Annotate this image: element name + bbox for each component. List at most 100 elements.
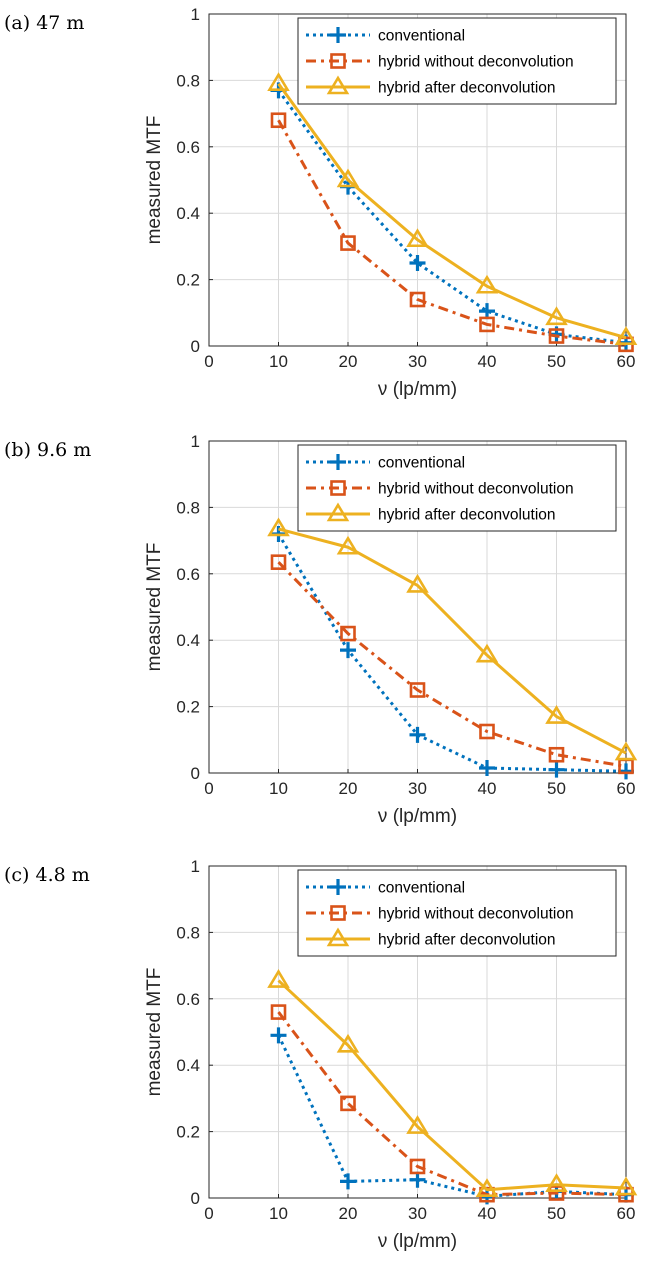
legend: conventional hybrid without deconvolution…	[297, 444, 617, 532]
y-tick-label: 0.6	[176, 138, 200, 157]
y-tick-label: 0.6	[176, 565, 200, 584]
panel-label: (c) 4.8 m	[4, 864, 90, 886]
legend-label-conventional: conventional	[378, 28, 465, 45]
series-line-conventional	[277, 1034, 627, 1198]
x-tick-label: 0	[204, 352, 213, 371]
data-point-hybrid-without	[548, 328, 565, 344]
x-tick-label: 30	[408, 779, 427, 798]
data-point-hybrid-without	[409, 1158, 426, 1175]
data-point-hybrid-after	[267, 72, 290, 92]
data-point-conventional	[479, 303, 495, 320]
legend-marker-hybrid-without	[330, 905, 346, 921]
data-point-hybrid-without	[548, 746, 565, 763]
series-line-hybrid-after	[277, 979, 627, 1192]
legend: conventional hybrid without deconvolution…	[297, 869, 617, 957]
data-point-hybrid-without	[479, 316, 495, 333]
data-point-conventional	[340, 1173, 356, 1190]
chart-panel-2: (b) 9.6 m 0 10 20 30 40 50 60 0 0.2 0.4 0.6 0.8 1 ν (l…	[4, 432, 638, 827]
y-tick-label: 0.8	[176, 923, 200, 942]
legend-marker-conventional	[330, 879, 346, 895]
data-point-hybrid-without	[270, 1004, 287, 1020]
data-point-conventional	[409, 1171, 426, 1188]
series-line-conventional	[277, 89, 627, 345]
legend-marker-conventional	[330, 27, 346, 43]
x-tick-label: 30	[408, 352, 427, 371]
data-point-hybrid-after	[614, 326, 638, 345]
data-point-hybrid-without	[409, 682, 426, 698]
legend: conventional hybrid without deconvolution…	[297, 17, 617, 105]
y-axis-label: measured MTF	[144, 968, 165, 1097]
data-point-conventional	[479, 760, 495, 777]
data-point-hybrid-without	[270, 554, 287, 570]
data-point-hybrid-after	[267, 517, 290, 537]
panel-label: (b) 9.6 m	[4, 439, 91, 461]
series-line-hybrid-without	[277, 561, 627, 768]
legend-label-hybrid-without: hybrid without deconvolution	[378, 54, 574, 71]
data-point-hybrid-without	[340, 235, 356, 251]
legend-marker-hybrid-without	[330, 53, 346, 69]
x-tick-label: 40	[478, 352, 497, 371]
legend-box	[297, 869, 617, 957]
data-point-hybrid-after	[545, 306, 568, 326]
legend-label-hybrid-after: hybrid after deconvolution	[378, 80, 556, 97]
data-point-hybrid-after	[545, 1173, 568, 1193]
legend-label-hybrid-without: hybrid without deconvolution	[378, 481, 574, 498]
data-point-hybrid-without	[340, 1095, 356, 1112]
data-point-hybrid-without	[270, 112, 287, 129]
series-hybrid-after	[267, 969, 638, 1197]
data-point-hybrid-after	[475, 643, 499, 663]
legend-marker-hybrid-after	[326, 502, 350, 522]
data-point-hybrid-after	[475, 1178, 499, 1197]
y-tick-label: 0.8	[176, 498, 200, 517]
y-tick-label: 0.2	[176, 1123, 200, 1142]
x-axis-label: ν (lp/mm)	[378, 1231, 457, 1252]
x-tick-label: 50	[547, 352, 566, 371]
data-point-hybrid-without	[548, 1185, 565, 1201]
data-point-hybrid-after	[406, 1115, 429, 1134]
series-line-hybrid-after	[277, 82, 627, 340]
legend-label-conventional: conventional	[378, 880, 465, 897]
data-point-hybrid-after	[545, 705, 568, 724]
legend-marker-hybrid-after	[326, 75, 350, 95]
series-conventional	[270, 1027, 634, 1205]
x-tick-label: 10	[269, 352, 288, 371]
series-hybrid-without	[270, 554, 634, 775]
legend-label-hybrid-after: hybrid after deconvolution	[378, 507, 556, 524]
x-tick-label: 10	[269, 1204, 288, 1223]
legend-box	[297, 444, 617, 532]
y-tick-label: 0.4	[176, 204, 200, 223]
x-axis-label: ν (lp/mm)	[378, 379, 457, 400]
x-tick-label: 60	[617, 352, 636, 371]
y-tick-label: 0.2	[176, 271, 200, 290]
y-tick-label: 1	[191, 857, 200, 876]
data-point-hybrid-without	[340, 625, 356, 642]
data-point-hybrid-after	[336, 1033, 360, 1053]
legend-marker-hybrid-without	[330, 480, 346, 496]
series-line-conventional	[277, 533, 627, 773]
y-tick-label: 1	[191, 432, 200, 451]
y-tick-label: 0.8	[176, 71, 200, 90]
x-tick-label: 40	[478, 1204, 497, 1223]
series-line-hybrid-without	[277, 119, 627, 346]
y-tick-label: 0	[191, 337, 200, 356]
series-hybrid-after	[267, 72, 638, 345]
chart-panel-3: (c) 4.8 m 0 10 20 30 40 50 60 0 0.2 0.4 0.6 0.8 1 ν (l…	[4, 857, 638, 1252]
legend-marker-hybrid-after	[326, 927, 350, 947]
x-tick-label: 40	[478, 779, 497, 798]
y-tick-label: 0	[191, 764, 200, 783]
series-line-hybrid-without	[277, 1011, 627, 1197]
y-tick-label: 0	[191, 1189, 200, 1208]
legend-marker-conventional	[330, 454, 346, 470]
series-conventional	[270, 525, 634, 780]
legend-label-hybrid-without: hybrid without deconvolution	[378, 906, 574, 923]
data-point-hybrid-after	[614, 741, 638, 761]
y-tick-label: 0.4	[176, 1056, 200, 1075]
series-hybrid-after	[267, 517, 638, 761]
x-tick-label: 20	[339, 779, 358, 798]
y-axis-label: measured MTF	[144, 543, 165, 672]
x-tick-label: 20	[339, 1204, 358, 1223]
data-point-conventional	[409, 255, 426, 271]
y-tick-label: 0.2	[176, 698, 200, 717]
x-tick-label: 0	[204, 779, 213, 798]
